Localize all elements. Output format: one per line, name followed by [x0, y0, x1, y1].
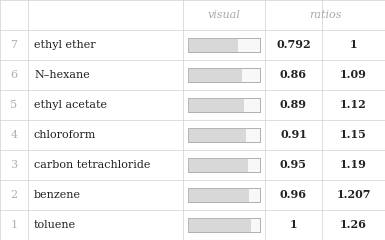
- Text: chloroform: chloroform: [34, 130, 96, 140]
- Bar: [188, 98, 260, 112]
- Text: 1.12: 1.12: [340, 100, 367, 110]
- Text: 0.792: 0.792: [276, 40, 311, 50]
- Bar: [188, 158, 260, 172]
- Bar: [188, 68, 260, 82]
- Bar: [188, 128, 260, 142]
- Text: 1.207: 1.207: [336, 190, 371, 200]
- Text: 6: 6: [10, 70, 18, 80]
- Text: 1: 1: [350, 40, 357, 50]
- Text: benzene: benzene: [34, 190, 81, 200]
- Bar: [188, 38, 260, 52]
- Bar: [188, 218, 251, 232]
- Text: visual: visual: [208, 10, 240, 20]
- Text: 7: 7: [10, 40, 17, 50]
- Bar: [188, 188, 260, 202]
- Text: 4: 4: [10, 130, 18, 140]
- Text: ethyl acetate: ethyl acetate: [34, 100, 107, 110]
- Text: 0.89: 0.89: [280, 100, 307, 110]
- Bar: [188, 218, 260, 232]
- Bar: [188, 98, 244, 112]
- Text: 2: 2: [10, 190, 18, 200]
- Text: 1.19: 1.19: [340, 160, 367, 170]
- Bar: [188, 98, 260, 112]
- Bar: [188, 128, 246, 142]
- Bar: [188, 188, 249, 202]
- Text: 0.91: 0.91: [280, 130, 307, 140]
- Bar: [188, 128, 260, 142]
- Bar: [188, 38, 238, 52]
- Bar: [188, 188, 260, 202]
- Bar: [188, 158, 248, 172]
- Text: 1: 1: [10, 220, 18, 230]
- Bar: [188, 158, 260, 172]
- Text: 1.09: 1.09: [340, 70, 367, 80]
- Bar: [188, 68, 243, 82]
- Text: 3: 3: [10, 160, 18, 170]
- Text: 1.26: 1.26: [340, 220, 367, 230]
- Text: carbon tetrachloride: carbon tetrachloride: [34, 160, 151, 170]
- Text: 0.86: 0.86: [280, 70, 307, 80]
- Text: 0.95: 0.95: [280, 160, 307, 170]
- Text: 1: 1: [290, 220, 297, 230]
- Bar: [188, 68, 260, 82]
- Text: toluene: toluene: [34, 220, 76, 230]
- Text: 5: 5: [10, 100, 18, 110]
- Text: 1.15: 1.15: [340, 130, 367, 140]
- Text: ratios: ratios: [309, 10, 341, 20]
- Text: N–hexane: N–hexane: [34, 70, 90, 80]
- Text: ethyl ether: ethyl ether: [34, 40, 95, 50]
- Bar: [188, 218, 260, 232]
- Text: 0.96: 0.96: [280, 190, 307, 200]
- Bar: [188, 38, 260, 52]
